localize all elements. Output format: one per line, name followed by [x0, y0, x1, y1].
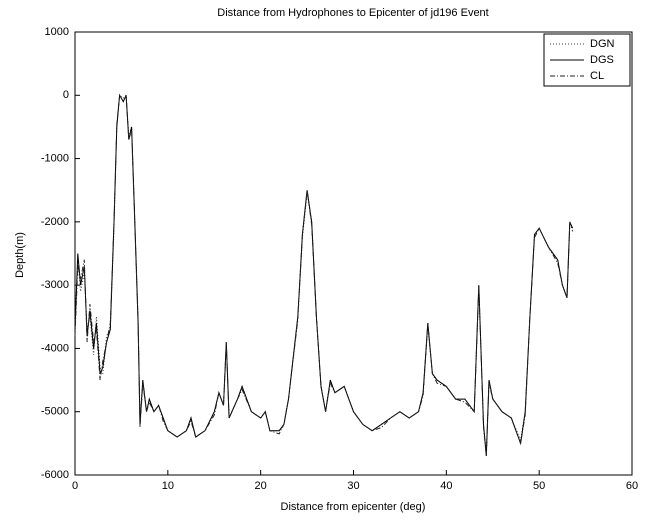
- legend-label: DGN: [590, 38, 615, 50]
- x-tick-label: 30: [347, 480, 359, 492]
- legend-label: DGS: [590, 54, 614, 66]
- y-tick-label: 1000: [45, 26, 69, 38]
- plot-frame: [74, 31, 633, 476]
- y-tick-label: 0: [63, 89, 69, 101]
- x-axis-label: Distance from epicenter (deg): [281, 501, 426, 513]
- y-tick-label: -2000: [41, 216, 69, 228]
- y-tick-label: -6000: [41, 469, 69, 481]
- x-tick-label: 40: [440, 480, 452, 492]
- x-tick-label: 0: [72, 480, 78, 492]
- y-tick-label: -5000: [41, 406, 69, 418]
- y-axis-label: Depth(m): [14, 232, 26, 278]
- x-tick-label: 20: [255, 480, 267, 492]
- y-tick-label: -3000: [41, 279, 69, 291]
- x-tick-label: 10: [162, 480, 174, 492]
- series-line: [74, 93, 574, 457]
- x-tick-label: 60: [626, 480, 638, 492]
- y-tick-label: -1000: [41, 152, 69, 164]
- x-tick-label: 50: [533, 480, 545, 492]
- chart-title: Distance from Hydrophones to Epicenter o…: [217, 7, 488, 19]
- legend-label: CL: [590, 70, 604, 82]
- y-tick-label: -4000: [41, 342, 69, 354]
- series-line: [74, 94, 573, 453]
